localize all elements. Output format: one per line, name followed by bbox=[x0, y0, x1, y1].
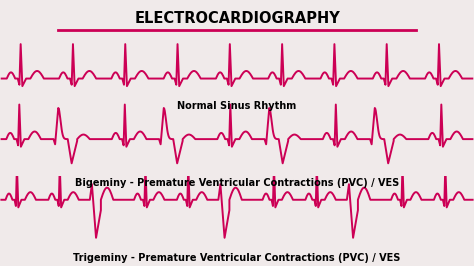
Text: Bigeminy - Premature Ventricular Contractions (PVC) / VES: Bigeminy - Premature Ventricular Contrac… bbox=[75, 178, 399, 188]
Text: Trigeminy - Premature Ventricular Contractions (PVC) / VES: Trigeminy - Premature Ventricular Contra… bbox=[73, 253, 401, 263]
Text: Normal Sinus Rhythm: Normal Sinus Rhythm bbox=[177, 101, 297, 111]
Text: ELECTROCARDIOGRAPHY: ELECTROCARDIOGRAPHY bbox=[134, 11, 340, 26]
